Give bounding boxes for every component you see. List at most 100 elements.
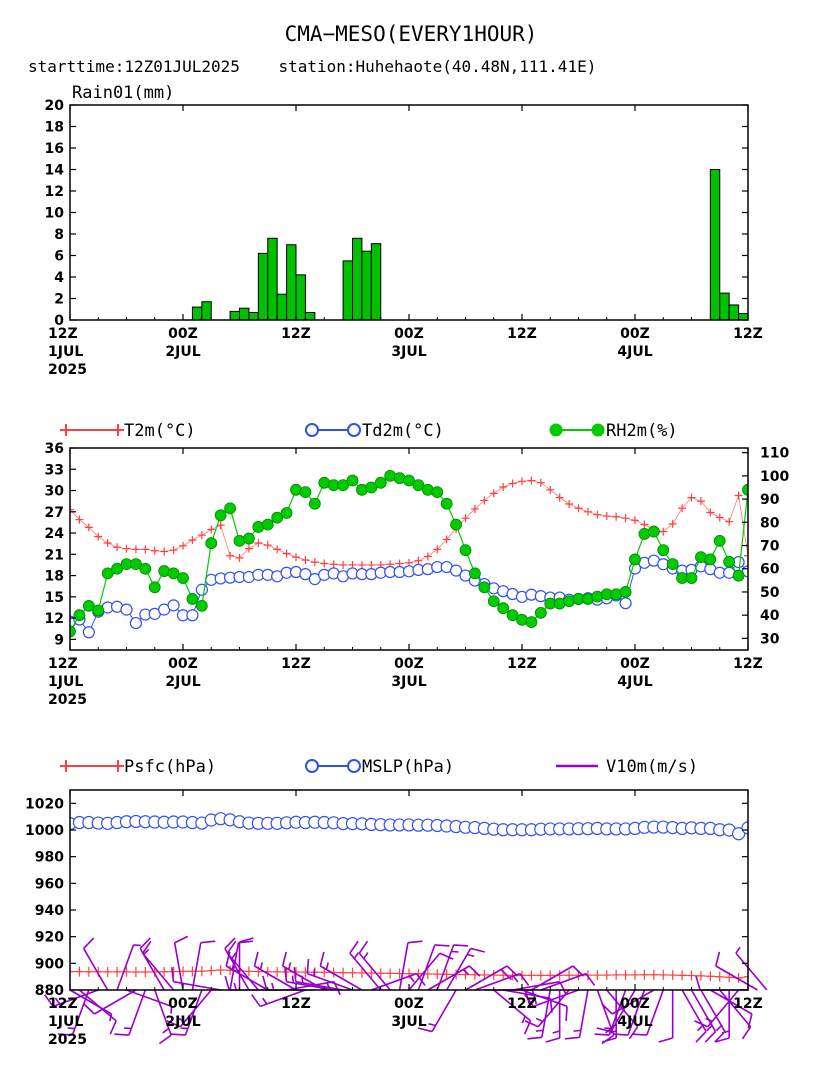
wind-barb bbox=[358, 940, 391, 991]
psfc-point bbox=[376, 968, 385, 979]
x-tick-label: 12Z bbox=[733, 996, 763, 1012]
x-tick-label: 12Z bbox=[281, 326, 311, 342]
legend-psfc-marker bbox=[112, 760, 124, 772]
y-right-tick-label: 60 bbox=[760, 562, 780, 578]
wind-barb bbox=[632, 989, 665, 1036]
wind-barb-staff bbox=[142, 952, 175, 991]
wind-barb-half-feather bbox=[721, 1030, 730, 1034]
t2m-point bbox=[546, 485, 555, 494]
rh2m-point bbox=[619, 586, 632, 598]
wind-barb-feather bbox=[407, 940, 423, 944]
rh2m-point bbox=[214, 509, 227, 522]
wind-barb-half-feather bbox=[466, 953, 475, 958]
psfc-point bbox=[367, 968, 376, 979]
rh2m-point bbox=[478, 581, 491, 594]
temp-plot-area bbox=[70, 469, 761, 639]
rain-bar bbox=[728, 304, 740, 320]
wind-barb-staff bbox=[465, 965, 508, 991]
wind-barb-feather bbox=[658, 1037, 673, 1043]
rh2m-point bbox=[525, 616, 538, 629]
x-tick-label: 2JUL bbox=[165, 674, 200, 690]
t2m-point bbox=[207, 525, 216, 534]
wind-barb-feather bbox=[596, 1027, 612, 1033]
chart-title: CMA−MESO(EVERY1HOUR) bbox=[284, 22, 538, 46]
psfc-point bbox=[103, 966, 112, 977]
wind-barb-staff bbox=[474, 972, 521, 991]
t2m-point bbox=[753, 554, 761, 562]
y-left-tick-label: 36 bbox=[45, 441, 64, 457]
wind-barb bbox=[166, 989, 212, 1028]
wind-barb bbox=[681, 989, 707, 1043]
wind-barb bbox=[173, 935, 189, 991]
wind-barb bbox=[116, 944, 141, 991]
t2m-point bbox=[565, 499, 574, 508]
wind-barb-staff bbox=[307, 972, 353, 991]
psfc-point bbox=[386, 968, 395, 979]
t2m-point bbox=[678, 504, 687, 513]
wind-barb-feather bbox=[226, 940, 237, 954]
rh2m-point bbox=[148, 581, 161, 594]
rain-bar bbox=[295, 274, 306, 320]
t2m-point bbox=[70, 505, 74, 514]
y-left-tick-label: 30 bbox=[45, 484, 65, 500]
wind-barb bbox=[417, 989, 457, 1033]
t2m-point bbox=[329, 560, 338, 569]
wind-barb bbox=[43, 989, 99, 1008]
psfc-point bbox=[744, 971, 748, 982]
wind-barb-staff bbox=[681, 989, 707, 1032]
wind-barb bbox=[171, 967, 221, 991]
t2m-point bbox=[244, 544, 253, 553]
wind-barb bbox=[238, 937, 254, 990]
wind-barb-feather bbox=[601, 1037, 617, 1043]
y-tick-label: 980 bbox=[35, 850, 64, 866]
td2m-point bbox=[619, 597, 632, 610]
rh2m-point bbox=[704, 553, 717, 566]
wind-barb-feather bbox=[251, 994, 261, 1007]
wind-barb-half-feather bbox=[259, 962, 264, 970]
wind-barb bbox=[474, 972, 530, 991]
wind-barb bbox=[715, 951, 758, 991]
psfc-point bbox=[715, 971, 724, 982]
legend-mslp-marker bbox=[305, 759, 319, 773]
wind-barb-feather bbox=[741, 1026, 752, 1040]
td2m-point bbox=[129, 616, 143, 630]
wind-barb bbox=[719, 989, 752, 1040]
plot-frame bbox=[69, 104, 749, 321]
wind-barb-staff bbox=[229, 942, 240, 991]
wind-barb bbox=[594, 989, 627, 1036]
wind-barb bbox=[690, 989, 717, 1043]
wind-barb-half-feather bbox=[180, 1027, 188, 1030]
rh2m-point bbox=[469, 567, 481, 580]
legend-psfc-label: Psfc(hPa) bbox=[124, 757, 216, 777]
wind-barb-half-feather bbox=[535, 1029, 544, 1032]
t2m-point bbox=[715, 513, 724, 522]
x-tick-label: 4JUL bbox=[617, 344, 652, 360]
psfc-point bbox=[668, 970, 677, 981]
wind-barb-staff bbox=[493, 989, 532, 1022]
t2m-point bbox=[499, 482, 508, 491]
t2m-point bbox=[301, 555, 310, 564]
wind-barb-feather bbox=[224, 937, 236, 949]
rain-bar bbox=[229, 310, 240, 320]
t2m-point bbox=[367, 560, 376, 569]
wind-barb-half-feather bbox=[313, 968, 316, 977]
wind-barb bbox=[284, 967, 334, 991]
legend-t2m-label: T2m(°C) bbox=[124, 421, 196, 441]
rh2m-point bbox=[732, 569, 745, 582]
wind-barb-feather bbox=[434, 944, 450, 947]
rh2m-point bbox=[70, 625, 76, 638]
wind-barb-staff bbox=[611, 989, 655, 1015]
rain-bar bbox=[286, 244, 297, 320]
wind-barb bbox=[253, 951, 297, 991]
t2m-point bbox=[423, 552, 432, 561]
y-tick-label: 20 bbox=[45, 98, 65, 114]
rain-bar bbox=[191, 306, 203, 320]
x-tick-label: 1JUL bbox=[48, 674, 83, 690]
y-left-tick-label: 33 bbox=[45, 462, 64, 478]
psfc-point bbox=[70, 966, 74, 977]
chart-subtitle: starttime:12Z01JUL2025 station:Huhehaote… bbox=[28, 57, 597, 76]
wind-barb-staff bbox=[116, 944, 135, 991]
rh2m-point bbox=[440, 497, 453, 510]
wind-barb-staff bbox=[690, 989, 717, 1032]
